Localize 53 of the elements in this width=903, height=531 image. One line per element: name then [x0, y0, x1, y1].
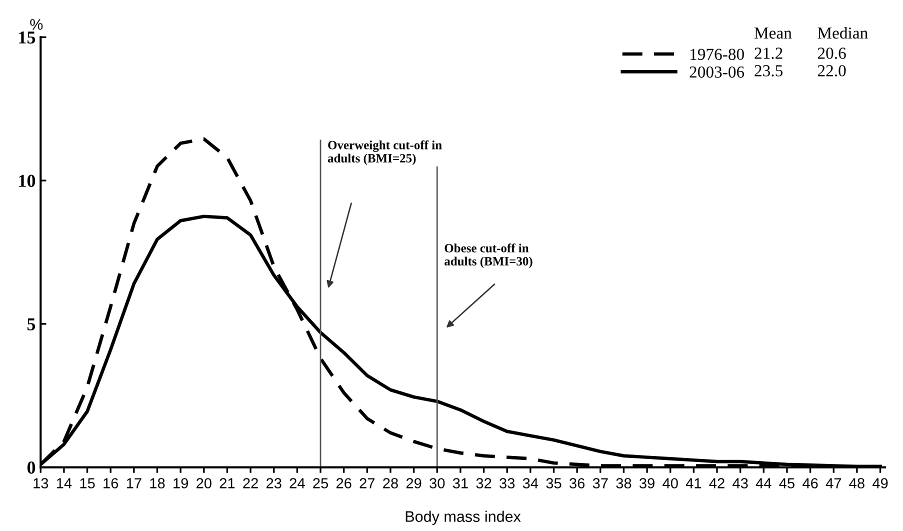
- x-tick-label: 47: [826, 478, 842, 488]
- x-tick-label: 42: [709, 478, 724, 488]
- x-tick-label: 21: [220, 478, 235, 488]
- legend-label: 2003-06: [690, 66, 744, 78]
- x-tick-label: 13: [34, 478, 48, 488]
- x-tick-label: 22: [243, 478, 258, 488]
- annotation: 20.6: [818, 48, 846, 59]
- x-tick-label: 38: [616, 478, 632, 488]
- annotation: Median: [818, 26, 868, 39]
- x-tick-label: 45: [779, 478, 794, 488]
- x-tick-label: 30: [430, 478, 445, 488]
- annotation: Mean: [754, 28, 792, 39]
- x-tick-label: 43: [732, 478, 748, 488]
- x-tick-label: 26: [336, 478, 352, 488]
- y-tick-label: 10: [19, 174, 36, 187]
- x-tick-label: 37: [592, 478, 608, 488]
- x-tick-label: 31: [452, 478, 468, 488]
- x-tick-label: 40: [662, 478, 678, 488]
- x-axis-title: Body mass index: [406, 510, 521, 525]
- x-tick-label: 35: [546, 478, 562, 488]
- x-tick-label: 17: [126, 478, 142, 488]
- x-tick-label: 27: [360, 478, 375, 488]
- x-tick-label: 36: [570, 478, 585, 488]
- x-tick-label: 39: [639, 478, 654, 488]
- y-axis-title: %: [30, 19, 43, 30]
- x-tick-label: 34: [522, 478, 538, 488]
- x-tick-label: 16: [104, 478, 118, 488]
- x-tick-label: 29: [406, 478, 422, 488]
- annotation: 23.5: [754, 65, 783, 76]
- x-tick-label: 49: [872, 478, 888, 488]
- x-tick-label: 32: [476, 478, 492, 488]
- x-tick-label: 46: [802, 478, 818, 488]
- x-tick-label: 44: [756, 478, 772, 488]
- x-tick-label: 18: [150, 478, 165, 488]
- x-tick-label: 15: [80, 478, 95, 488]
- legend-label: 1976-80: [690, 48, 744, 60]
- x-tick-label: 14: [56, 478, 72, 488]
- x-tick-label: 23: [266, 478, 282, 488]
- x-tick-label: 33: [500, 478, 515, 488]
- x-tick-label: 28: [383, 478, 398, 488]
- annotation: 21.2: [754, 48, 782, 59]
- x-tick-label: 48: [849, 478, 864, 488]
- x-tick-label: 41: [686, 478, 702, 488]
- x-tick-label: 24: [290, 478, 305, 488]
- y-tick-label: 15: [19, 32, 36, 44]
- x-tick-label: 19: [174, 478, 188, 488]
- y-tick-label: 0: [27, 462, 36, 474]
- annotation: 22.0: [818, 65, 846, 76]
- ref-line-label: Overweight cut-off in adults (BMI=25): [328, 140, 442, 166]
- y-tick-label: 5: [27, 318, 36, 330]
- x-tick-label: 25: [313, 478, 328, 488]
- ref-line-label: Obese cut-off in adults (BMI=30): [444, 243, 532, 268]
- x-tick-label: 20: [196, 478, 212, 488]
